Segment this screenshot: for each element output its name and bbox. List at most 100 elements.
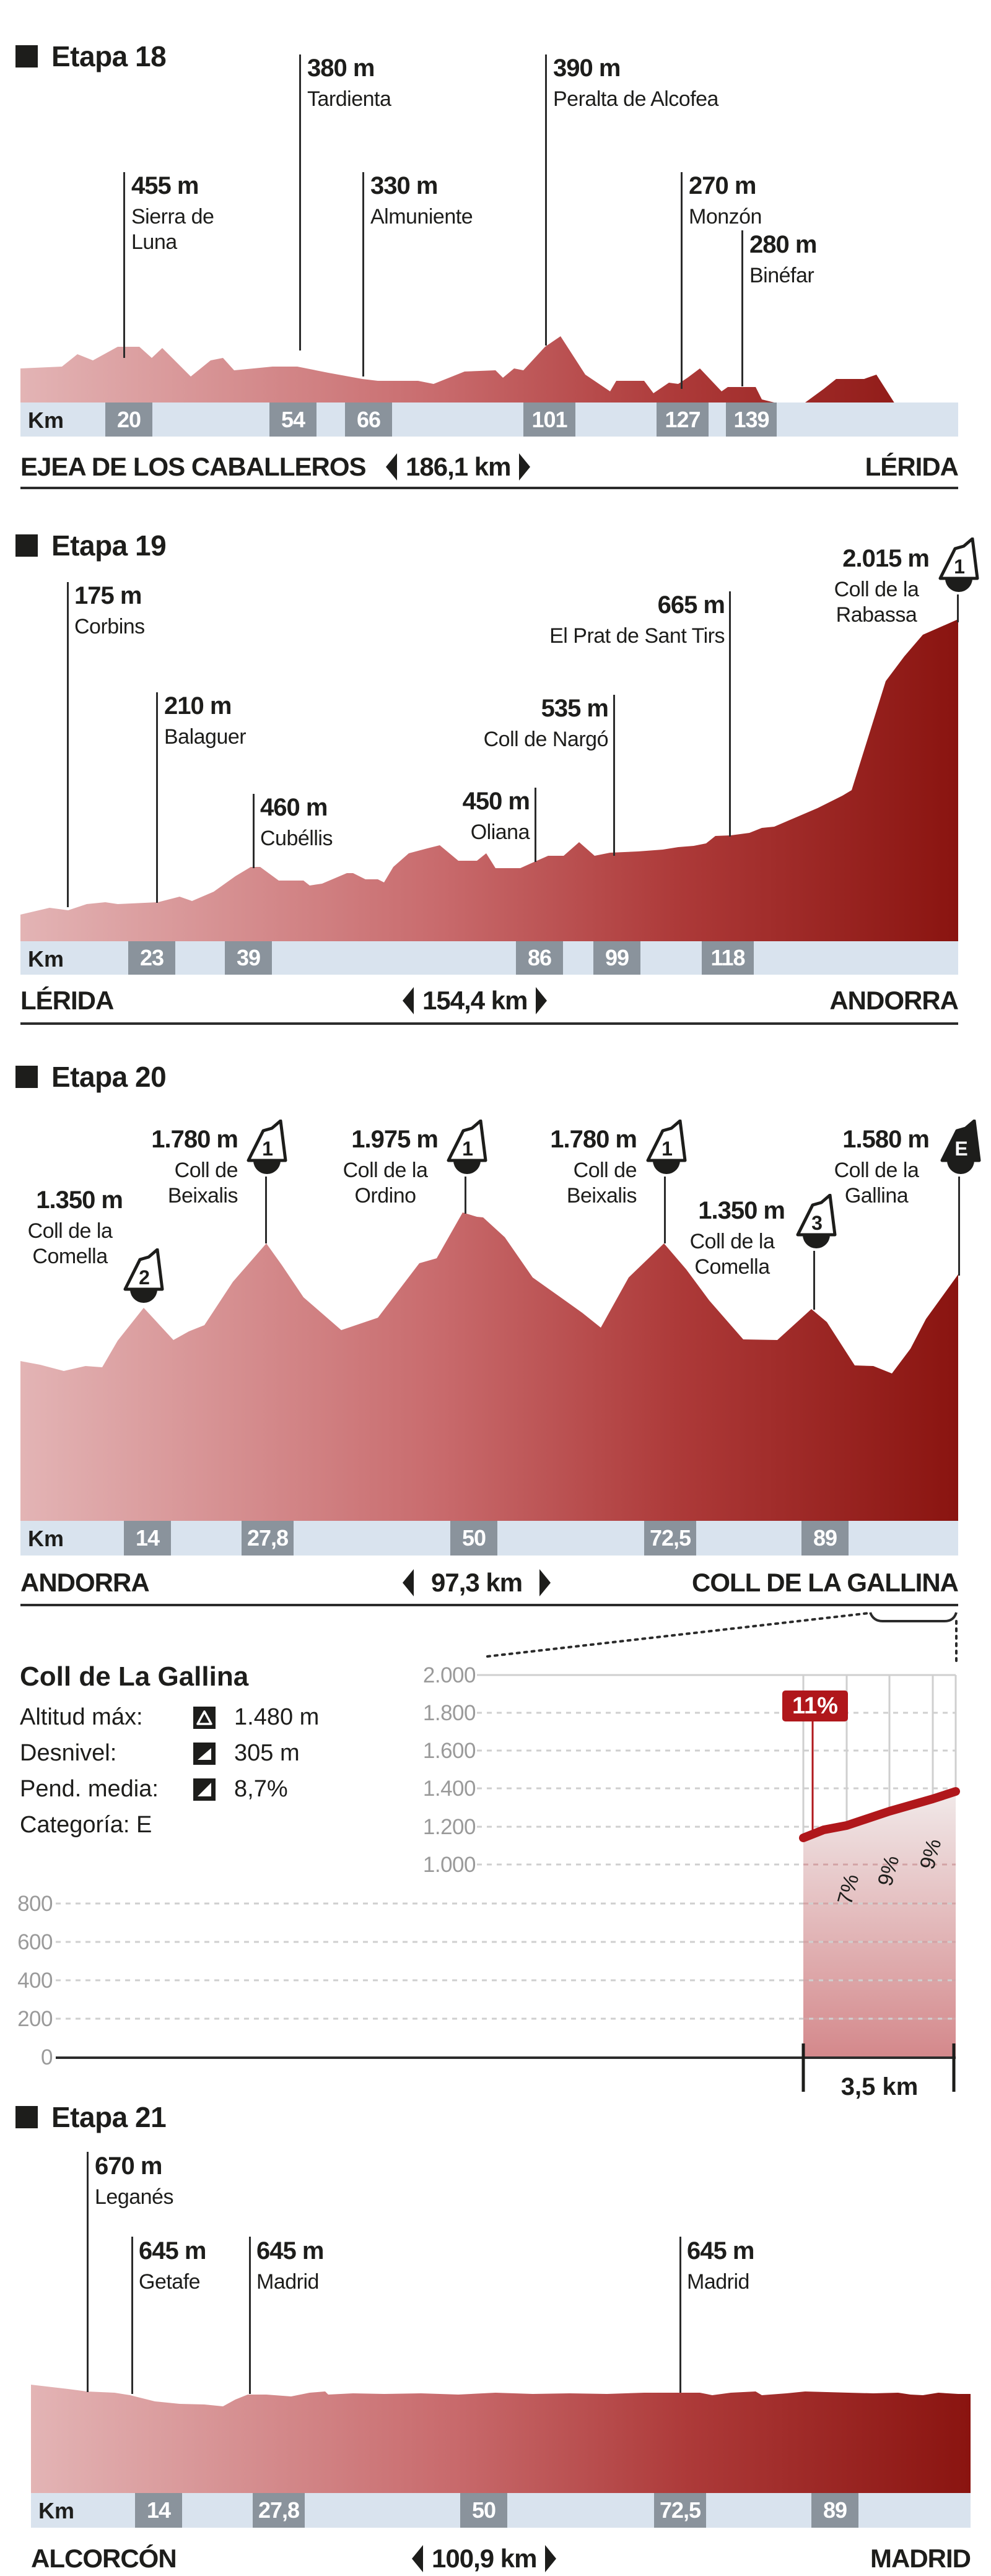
category-1-climb-icon: 1 [936,537,980,597]
km-marker: 72,5 [654,2493,706,2528]
y-tick: 800 [17,1892,53,1916]
marker-line [535,788,536,862]
arrow-left-icon [403,1569,414,1596]
start-city: ALCORCÓN [31,2544,177,2573]
marker-line [265,1177,267,1243]
category-2-climb-icon: 2 [121,1248,165,1308]
arrow-right-icon [536,987,548,1014]
category-E-climb-icon: E [940,1120,981,1174]
waypoint-label: 380 m Tardienta [307,54,391,111]
waypoint-label: 645 m Madrid [256,2237,324,2294]
marker-line [958,1177,960,1276]
climb-detail-chart [56,1612,960,2092]
category-1-climb-icon: 1 [445,1120,488,1179]
category-3-climb-icon: 3 [794,1194,837,1253]
elevation-profile [20,619,958,941]
svg-text:1: 1 [262,1138,273,1160]
marker-line [362,172,364,376]
y-tick: 1.200 [422,1815,476,1839]
km-marker: 39 [225,941,272,975]
route-endpoints: ANDORRA 97,3 km COLL DE LA GALLINA [20,1568,959,1599]
route-endpoints: ALCORCÓN 100,9 km MADRID [31,2544,971,2575]
arrow-right-icon [545,2545,557,2572]
arrow-left-icon [412,2545,423,2572]
y-tick: 1.000 [422,1853,476,1877]
arrow-right-icon [539,1569,551,1596]
y-tick: 2.000 [422,1663,476,1687]
waypoint-label: 1.780 m Coll de Beixalis [151,1126,238,1208]
marker-line [545,54,547,346]
category-1-climb-icon: 1 [644,1120,688,1179]
km-marker: 20 [105,402,152,437]
marker-line [131,2237,133,2394]
svg-text:1: 1 [661,1138,673,1160]
km-marker: 27,8 [253,2493,305,2528]
waypoint-label: 535 m Coll de Nargó [483,695,609,751]
km-marker: 89 [811,2493,858,2528]
arrow-right-icon [519,453,531,481]
km-marker: 66 [345,402,392,437]
arrow-left-icon [403,987,414,1014]
bullet-square-icon [15,2106,38,2128]
marker-line [681,172,683,389]
waypoint-label: 1.580 m Coll de la Gallina [834,1126,930,1208]
marker-line [679,2237,681,2393]
gradient-icon [193,1778,216,1801]
waypoint-label: 460 m Cubéllis [260,794,333,850]
stage-title: Etapa 21 [15,2100,167,2134]
waypoint-label: 1.350 m Coll de la Comella [689,1197,785,1279]
waypoint-label: 280 m Binéfar [749,231,817,287]
bullet-square-icon [15,534,38,557]
end-city: ANDORRA [829,986,959,1015]
bullet-square-icon [15,45,38,67]
arrow-left-icon [386,453,397,481]
divider [20,487,958,489]
svg-text:1: 1 [954,555,965,578]
km-marker: 118 [702,941,754,975]
marker-line [67,582,69,907]
distance: 100,9 km [412,2544,557,2574]
svg-text:1: 1 [462,1138,473,1160]
end-city: MADRID [870,2544,971,2573]
start-city: ANDORRA [20,1568,150,1597]
waypoint-label: 455 m Sierra de Luna [131,172,214,254]
waypoint-label: 645 m Madrid [687,2237,754,2294]
marker-line [957,594,959,622]
km-marker: 23 [128,941,175,975]
waypoint-label: 2.015 m Coll de la Rabassa [834,545,930,627]
km-axis: Km 14 27,8 50 72,5 89 [31,2493,971,2528]
end-city: LÉRIDA [865,452,959,481]
marker-line [249,2237,251,2394]
km-marker: 86 [516,941,563,975]
km-axis: Km 14 27,8 50 72,5 89 [20,1521,958,1556]
km-marker: 50 [460,2493,507,2528]
divider [20,1604,958,1606]
max-gradient-badge: 11% [782,1690,848,1721]
y-tick: 1.800 [422,1701,476,1725]
marker-line [123,172,125,358]
km-marker: 54 [269,402,317,437]
marker-line [253,794,255,868]
stat-max-altitude: Altitud máx: 1.480 m [20,1704,320,1730]
route-endpoints: LÉRIDA 154,4 km ANDORRA [20,986,959,1017]
start-city: LÉRIDA [20,986,114,1015]
marker-line [664,1177,666,1243]
climb-length: 3,5 km [840,2073,919,2100]
km-marker: 89 [801,1521,849,1556]
waypoint-label: 645 m Getafe [139,2237,206,2294]
climb-title: Coll de La Gallina [20,1661,249,1692]
km-marker: 14 [135,2493,182,2528]
waypoint-label: 1.350 m Coll de la Comella [27,1186,123,1268]
marker-line [87,2152,89,2392]
stage-title: Etapa 19 [15,529,167,562]
start-city: EJEA DE LOS CABALLEROS [20,452,367,481]
elevation-gain-icon [193,1742,216,1765]
stat-category: Categoría: E [20,1812,152,1838]
end-city: COLL DE LA GALLINA [692,1568,959,1597]
km-marker: 127 [657,402,709,437]
stage-title: Etapa 20 [15,1060,167,1094]
km-marker: 139 [726,402,777,437]
waypoint-label: 390 m Peralta de Alcofea [553,54,718,111]
svg-text:2: 2 [139,1266,150,1289]
